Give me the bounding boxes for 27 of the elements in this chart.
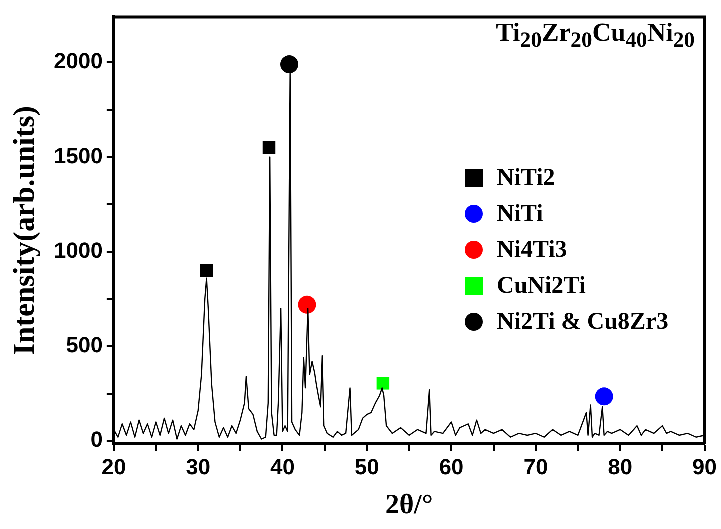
x-tick-label: 30 — [186, 454, 211, 480]
y-tick-label: 500 — [66, 332, 103, 358]
point — [376, 377, 390, 390]
x-tick-label: 80 — [608, 454, 633, 480]
y-axis-title: Intensity(arb.units) — [8, 106, 41, 356]
point — [280, 56, 298, 74]
chart-title: Ti$_{20}$Zr$_{20}$Cu$_{40}$Ni$_{20}$ — [496, 18, 695, 54]
y-tick-label: 0 — [90, 427, 103, 452]
x-tick-label: 90 — [692, 454, 718, 480]
legend-label: NiTi — [497, 200, 544, 228]
legend-label: Ni2Ti & Cu8Zr3 — [497, 308, 669, 336]
x-tick-label: 70 — [524, 454, 548, 480]
x-tick-label: 40 — [270, 454, 295, 480]
point — [200, 264, 214, 278]
point — [262, 141, 276, 154]
x-axis-title: 2θ/° — [386, 489, 434, 520]
point — [595, 388, 614, 406]
y-tick-label: 1000 — [54, 238, 103, 263]
x-tick-label: 60 — [439, 454, 464, 480]
legend-label: CuNi2Ti — [497, 272, 586, 300]
x-tick-label: 50 — [354, 454, 380, 480]
x-tick-label: 20 — [102, 454, 126, 480]
y-tick-label: 2000 — [54, 48, 103, 74]
legend-label: NiTi2 — [497, 164, 556, 192]
legend-label: Ni4Ti3 — [497, 236, 568, 264]
point — [298, 296, 316, 314]
y-tick-label: 1500 — [54, 143, 103, 168]
